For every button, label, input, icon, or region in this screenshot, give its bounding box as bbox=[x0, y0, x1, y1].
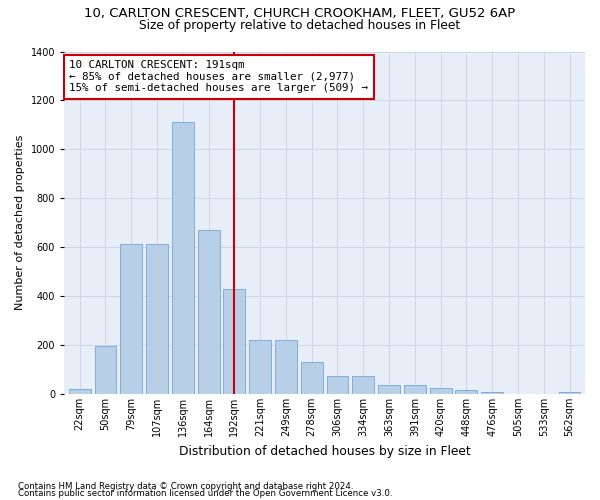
Bar bbox=[146, 244, 168, 394]
Text: Size of property relative to detached houses in Fleet: Size of property relative to detached ho… bbox=[139, 18, 461, 32]
Bar bbox=[326, 376, 349, 394]
Bar bbox=[197, 230, 220, 394]
Bar bbox=[559, 392, 580, 394]
Text: 10, CARLTON CRESCENT, CHURCH CROOKHAM, FLEET, GU52 6AP: 10, CARLTON CRESCENT, CHURCH CROOKHAM, F… bbox=[85, 8, 515, 20]
Bar bbox=[430, 388, 452, 394]
Bar bbox=[95, 346, 116, 394]
Y-axis label: Number of detached properties: Number of detached properties bbox=[15, 135, 25, 310]
Bar bbox=[301, 362, 323, 394]
Bar bbox=[275, 340, 297, 394]
Text: Contains HM Land Registry data © Crown copyright and database right 2024.: Contains HM Land Registry data © Crown c… bbox=[18, 482, 353, 491]
Bar bbox=[249, 340, 271, 394]
Text: Contains public sector information licensed under the Open Government Licence v3: Contains public sector information licen… bbox=[18, 490, 392, 498]
Bar bbox=[352, 376, 374, 394]
Text: 10 CARLTON CRESCENT: 191sqm
← 85% of detached houses are smaller (2,977)
15% of : 10 CARLTON CRESCENT: 191sqm ← 85% of det… bbox=[70, 60, 368, 94]
Bar bbox=[120, 244, 142, 394]
Bar bbox=[404, 386, 426, 394]
Bar bbox=[378, 386, 400, 394]
Bar bbox=[481, 392, 503, 394]
Bar bbox=[455, 390, 478, 394]
Bar bbox=[223, 289, 245, 394]
Bar bbox=[69, 389, 91, 394]
X-axis label: Distribution of detached houses by size in Fleet: Distribution of detached houses by size … bbox=[179, 444, 470, 458]
Bar bbox=[172, 122, 194, 394]
